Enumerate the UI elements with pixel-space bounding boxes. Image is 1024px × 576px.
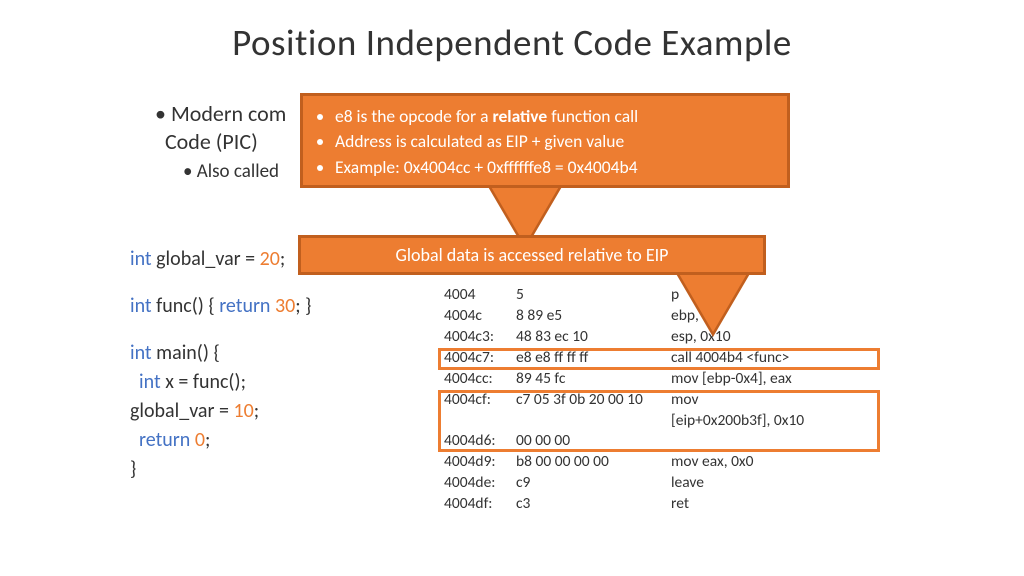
code-line: return 0; bbox=[130, 426, 311, 455]
code-line: int main() { bbox=[130, 339, 311, 368]
code-text: ; bbox=[280, 247, 285, 271]
asm-addr: 4004df: bbox=[444, 494, 516, 515]
asm-row: 4004df:c3ret bbox=[440, 494, 875, 515]
asm-instr: ret bbox=[671, 494, 871, 515]
code-kw: int bbox=[139, 370, 161, 394]
code-kw: int bbox=[130, 247, 152, 271]
code-text: ; bbox=[254, 399, 259, 423]
code-num: 30 bbox=[275, 294, 295, 318]
asm-row: 4004cc:89 45 fcmov [ebp-0x4], eax bbox=[440, 369, 875, 390]
code-text: global_var = bbox=[152, 247, 260, 271]
callout-global-data: Global data is accessed relative to EIP bbox=[298, 235, 766, 275]
code-text: main() { bbox=[152, 341, 220, 365]
code-num: 10 bbox=[234, 399, 254, 423]
code-text: } bbox=[130, 457, 136, 481]
asm-bytes: b8 00 00 00 00 bbox=[516, 452, 671, 473]
code-text: func() { bbox=[152, 294, 220, 318]
source-code: int global_var = 20; int func() { return… bbox=[130, 245, 311, 484]
code-line: int global_var = 20; bbox=[130, 245, 311, 274]
asm-bytes: c3 bbox=[516, 494, 671, 515]
code-num: 20 bbox=[260, 247, 280, 271]
asm-addr: 4004d9: bbox=[444, 452, 516, 473]
asm-instr: mov eax, 0x0 bbox=[671, 452, 871, 473]
callout-line: Example: 0x4004cc + 0xffffffe8 = 0x4004b… bbox=[335, 155, 775, 180]
callout-text: function call bbox=[547, 105, 638, 127]
asm-addr: 4004 bbox=[444, 285, 516, 306]
bullet-sub: Also called bbox=[183, 160, 286, 183]
highlight-call-instruction bbox=[438, 348, 880, 370]
bullet-area: Modern com Code (PIC) Also called bbox=[155, 100, 286, 183]
bullet-main: Modern com Code (PIC) bbox=[155, 100, 286, 155]
asm-bytes: 48 83 ec 10 bbox=[516, 327, 671, 348]
asm-row: 40045p bbox=[440, 285, 875, 306]
code-text: ; } bbox=[295, 294, 311, 318]
asm-row: 4004de:c9leave bbox=[440, 473, 875, 494]
asm-row: 4004d9:b8 00 00 00 00mov eax, 0x0 bbox=[440, 452, 875, 473]
code-num: 0 bbox=[195, 428, 205, 452]
callout-line: Address is calculated as EIP + given val… bbox=[335, 129, 775, 154]
asm-addr: 4004c3: bbox=[444, 327, 516, 348]
asm-instr: mov [ebp-0x4], eax bbox=[671, 369, 871, 390]
code-kw: return bbox=[219, 294, 275, 318]
slide-title: Position Independent Code Example bbox=[0, 0, 1024, 65]
asm-addr: 4004de: bbox=[444, 473, 516, 494]
code-line: } bbox=[130, 455, 311, 484]
code-line: int x = func(); bbox=[130, 368, 311, 397]
callout-text: e8 is the opcode for a bbox=[335, 105, 492, 127]
code-line: int func() { return 30; } bbox=[130, 292, 311, 321]
code-kw: int bbox=[130, 341, 152, 365]
bullet-text-l1: Modern com bbox=[171, 100, 286, 127]
asm-instr: leave bbox=[671, 473, 871, 494]
asm-row: 4004c8 89 e5ebp, esp bbox=[440, 306, 875, 327]
bullet-text-l2: Code (PIC) bbox=[165, 128, 258, 155]
asm-bytes: 8 89 e5 bbox=[516, 306, 671, 327]
code-kw: return bbox=[139, 428, 195, 452]
callout-text: Example: 0x4004cc + 0xffffffe8 = 0x4004b… bbox=[335, 156, 638, 178]
callout-text: Global data is accessed relative to EIP bbox=[396, 244, 669, 266]
code-kw: int bbox=[130, 294, 152, 318]
highlight-mov-instruction bbox=[438, 390, 880, 452]
callout-opcode: e8 is the opcode for a relative function… bbox=[300, 93, 790, 188]
code-text: global_var = bbox=[130, 399, 234, 423]
code-line: global_var = 10; bbox=[130, 397, 311, 426]
code-text: ; bbox=[205, 428, 210, 452]
callout-tail bbox=[678, 272, 748, 332]
asm-bytes: 89 45 fc bbox=[516, 369, 671, 390]
asm-bytes: 5 bbox=[516, 285, 671, 306]
callout-bold: relative bbox=[492, 105, 547, 127]
code-text: x = func(); bbox=[161, 370, 246, 394]
asm-addr: 4004c bbox=[444, 306, 516, 327]
callout-line: e8 is the opcode for a relative function… bbox=[335, 104, 775, 129]
bullet-sub-text: Also called bbox=[197, 160, 279, 183]
callout-text: Address is calculated as EIP + given val… bbox=[335, 130, 624, 152]
asm-bytes: c9 bbox=[516, 473, 671, 494]
asm-addr: 4004cc: bbox=[444, 369, 516, 390]
asm-row: 4004c3:48 83 ec 10 esp, 0x10 bbox=[440, 327, 875, 348]
